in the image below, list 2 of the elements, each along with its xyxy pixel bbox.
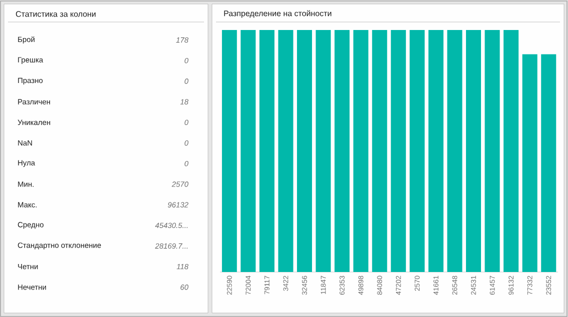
text: Статистика за колони [16, 11, 96, 17]
chart-title: Разпределение на стойности [224, 10, 332, 18]
